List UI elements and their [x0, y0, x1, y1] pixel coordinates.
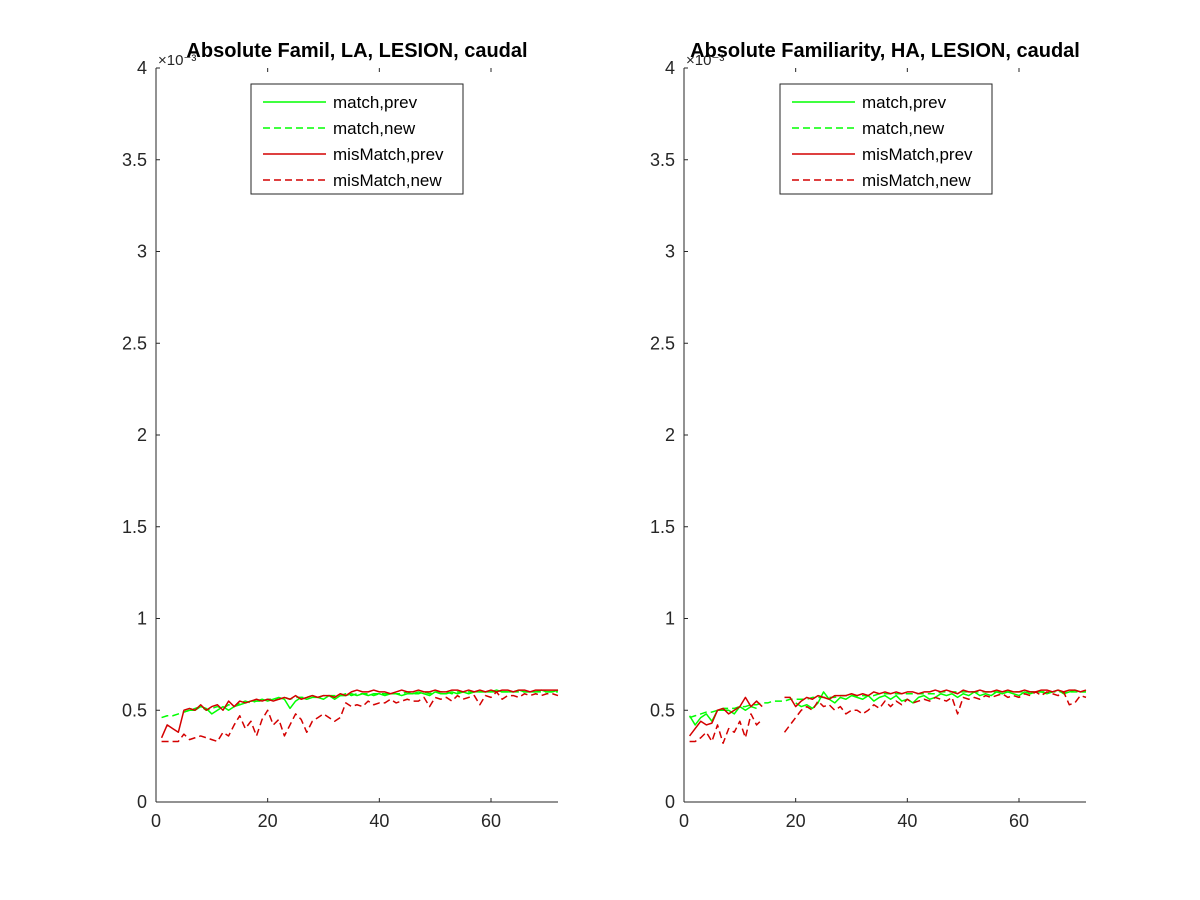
right-series-line-mismatch-new	[689, 691, 1087, 745]
right-legend-label-mismatch-new: misMatch,new	[862, 171, 971, 190]
left-chart-panel: 0 20 40 60 0 0.5 1 1.5 2 2.5 3 3.5 4 ×10⁻³ Absolute …	[122, 40, 559, 831]
left-y-tick-label: 1.5	[122, 517, 147, 537]
right-x-tick-label: 60	[1009, 811, 1029, 831]
right-legend: match,prev match,new misMatch,prev misMatch…	[779, 83, 993, 195]
left-y-tick-label: 0	[137, 792, 147, 812]
left-series-line-match-new	[161, 691, 558, 719]
right-x-tick-label: 20	[786, 811, 806, 831]
right-legend-label-match-new: match,new	[862, 119, 945, 138]
right-y-tick-label: 4	[665, 58, 675, 78]
right-legend-label-match-prev: match,prev	[862, 93, 947, 112]
left-y-tick-label: 4	[137, 58, 147, 78]
left-x-tick-label: 20	[258, 811, 278, 831]
left-x-tick-label: 0	[151, 811, 161, 831]
right-y-tick-label: 0.5	[650, 700, 675, 720]
left-y-tick-label: 2.5	[122, 333, 147, 353]
right-legend-label-mismatch-prev: misMatch,prev	[862, 145, 973, 164]
right-y-tick-label: 2.5	[650, 333, 675, 353]
left-legend-label-match-prev: match,prev	[333, 93, 418, 112]
left-y-tick-label: 3	[137, 242, 147, 262]
left-chart-title: Absolute Famil, LA, LESION, caudal	[186, 40, 527, 62]
right-chart-panel: 0 20 40 60 0 0.5 1 1.5 2 2.5 3 3.5 4 ×10⁻³ Absolute …	[650, 40, 1087, 831]
right-plot-lines	[688, 689, 1087, 745]
left-y-tick-label: 1	[137, 609, 147, 629]
left-series-line-mismatch-prev	[160, 689, 558, 739]
right-y-tick-label: 0	[665, 792, 675, 812]
right-y-tick-label: 1.5	[650, 517, 675, 537]
left-y-exponent-label: ×10⁻³	[158, 52, 196, 69]
left-x-tick-label: 60	[481, 811, 501, 831]
right-x-tick-label: 40	[897, 811, 917, 831]
left-legend: match,prev match,new misMatch,prev misMatch…	[250, 83, 464, 195]
right-axes: 0 20 40 60 0 0.5 1 1.5 2 2.5 3 3.5 4	[650, 58, 1086, 831]
left-axes: 0 20 40 60 0 0.5 1 1.5 2 2.5 3 3.5 4	[122, 58, 558, 831]
left-series-line-mismatch-new	[161, 691, 559, 743]
left-x-tick-label: 40	[369, 811, 389, 831]
left-y-tick-label: 2	[137, 425, 147, 445]
left-y-tick-label: 3.5	[122, 150, 147, 170]
right-y-exponent-label: ×10⁻³	[686, 52, 724, 69]
right-x-tick-label: 0	[679, 811, 689, 831]
right-chart-title: Absolute Familiarity, HA, LESION, caudal	[690, 40, 1080, 62]
left-legend-label-mismatch-prev: misMatch,prev	[333, 145, 444, 164]
right-y-tick-label: 2	[665, 425, 675, 445]
left-y-tick-label: 0.5	[122, 700, 147, 720]
right-y-tick-label: 1	[665, 609, 675, 629]
right-y-tick-label: 3	[665, 242, 675, 262]
left-plot-lines	[160, 689, 559, 743]
left-legend-label-mismatch-new: misMatch,new	[333, 171, 442, 190]
right-y-tick-label: 3.5	[650, 150, 675, 170]
left-legend-label-match-new: match,new	[333, 119, 416, 138]
